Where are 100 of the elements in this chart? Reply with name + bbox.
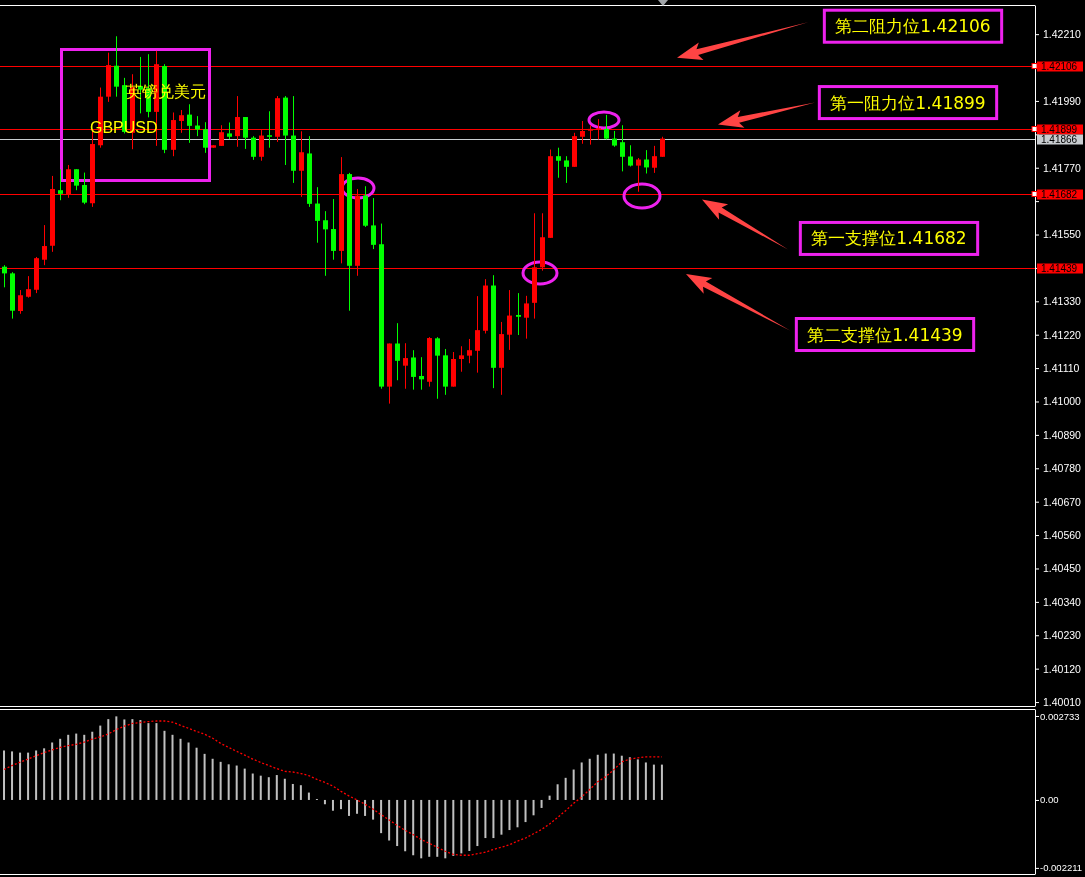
bar: [83, 734, 86, 800]
bar: [283, 778, 286, 800]
candlestick: [411, 349, 416, 391]
bar: [51, 742, 54, 800]
y-tick-label: 1.40010: [1043, 695, 1082, 708]
bar: [436, 799, 439, 857]
candlestick: [660, 136, 665, 158]
bar: [564, 777, 567, 800]
bar: [131, 719, 134, 800]
bar: [307, 792, 310, 800]
candlestick: [371, 197, 376, 250]
y-tick-label: 1.41990: [1043, 94, 1082, 107]
bar: [588, 758, 591, 800]
bar: [171, 734, 174, 800]
y-tick-label: 1.42210: [1043, 28, 1082, 41]
candlestick: [652, 145, 657, 174]
candlestick: [203, 121, 208, 154]
bar: [500, 799, 503, 835]
bar: [596, 754, 599, 800]
bar: [123, 719, 126, 800]
annotation: 第一支撑位1.41682: [811, 228, 967, 249]
bar: [660, 764, 663, 800]
bar: [107, 719, 110, 800]
bar: [67, 734, 70, 800]
bar: [339, 799, 342, 810]
bar: [75, 733, 78, 800]
bar: [11, 751, 14, 800]
bar: [452, 799, 455, 856]
bar: [99, 725, 102, 800]
bar: [604, 753, 607, 800]
y-tick-label: 1.40890: [1043, 428, 1082, 441]
y-tick-label: 1.40120: [1043, 662, 1082, 675]
bar: [372, 799, 375, 820]
candlestick: [604, 114, 609, 140]
bar: [580, 762, 583, 800]
bar: [331, 799, 334, 811]
bar: [299, 785, 302, 800]
bar: [444, 799, 447, 859]
candlestick: [459, 345, 464, 373]
y-tick-label: 0.00: [1040, 794, 1059, 806]
bar: [620, 755, 623, 800]
y-tick-label: 1.41770: [1043, 161, 1082, 174]
y-tick-label: -0.002211: [1040, 862, 1083, 874]
y-tick-label: 1.40670: [1043, 495, 1082, 508]
y-tick-label: 0.002733: [1040, 710, 1080, 722]
bar: [235, 765, 238, 800]
candlestick: [251, 135, 256, 161]
bar: [147, 723, 150, 800]
bar: [195, 747, 198, 800]
candlestick: [516, 292, 521, 336]
bar: [59, 738, 62, 800]
bar: [19, 752, 22, 800]
bar: [43, 748, 46, 800]
candlestick: [395, 322, 400, 381]
bar: [468, 799, 471, 851]
bar: [492, 799, 495, 839]
bar: [516, 799, 519, 828]
y-tick-label: 1.40560: [1043, 528, 1082, 541]
bar: [211, 758, 214, 800]
bar: [652, 764, 655, 800]
candlestick: [323, 210, 328, 277]
annotation: 第二支撑位1.41439: [807, 324, 963, 345]
annotation: 第二阻力位1.42106: [835, 16, 991, 37]
bar: [348, 799, 351, 816]
candlestick: [42, 224, 47, 266]
y-tick-label: 1.40340: [1043, 595, 1082, 608]
bar: [115, 716, 118, 800]
bar: [388, 799, 391, 841]
bar: [572, 769, 575, 800]
candlestick: [2, 264, 7, 288]
bar: [35, 750, 38, 800]
bar: [396, 799, 399, 847]
bar: [219, 761, 222, 800]
candlestick: [82, 172, 87, 205]
bar: [404, 799, 407, 852]
bar: [291, 783, 294, 800]
candlestick: [524, 295, 529, 340]
candlestick: [475, 295, 480, 374]
bar: [251, 773, 254, 800]
y-tick-label: 1.40780: [1043, 462, 1082, 475]
bar: [636, 759, 639, 800]
bar: [243, 768, 246, 800]
bar: [187, 742, 190, 800]
bar: [203, 753, 206, 800]
bar: [179, 738, 182, 800]
bar: [275, 775, 278, 800]
candlestick: [507, 289, 512, 351]
candlestick: [620, 124, 625, 172]
candlestick: [403, 342, 408, 390]
candlestick: [267, 110, 272, 149]
bar: [524, 799, 527, 823]
bar: [420, 799, 423, 859]
bar: [644, 762, 647, 800]
candlestick: [114, 35, 119, 98]
bar: [227, 764, 230, 800]
bar: [259, 775, 262, 800]
y-tick-label: 1.40230: [1043, 629, 1082, 642]
bar: [364, 799, 367, 816]
ref-line-label: 1.41866: [1041, 134, 1078, 145]
candlestick: [187, 103, 192, 144]
